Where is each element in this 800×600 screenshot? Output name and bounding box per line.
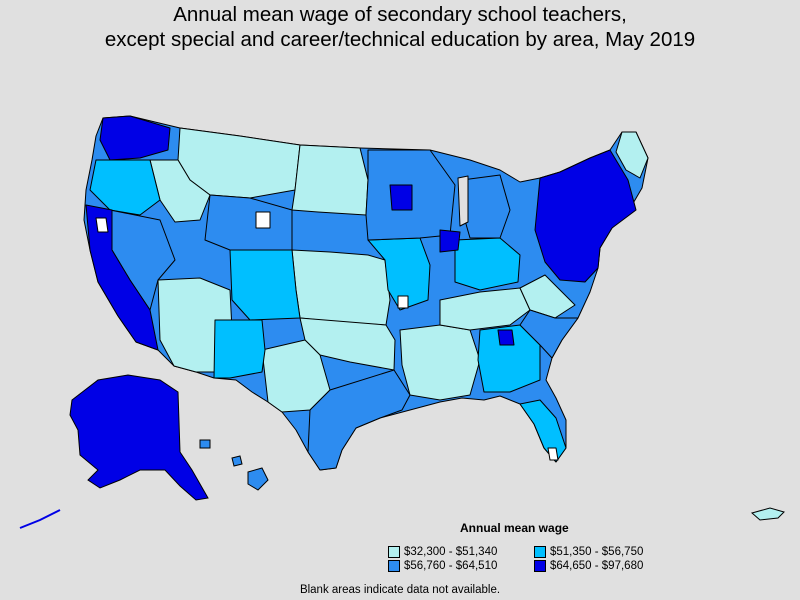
hawaii-big-island	[247, 467, 269, 491]
footnote: Blank areas indicate data not available.	[299, 584, 501, 596]
legend-item-4: $64,650 - $97,680	[534, 560, 643, 572]
hawaii	[199, 439, 269, 491]
legend-item-1: $32,300 - $51,340	[388, 546, 497, 558]
lake-michigan	[457, 175, 469, 227]
region-wyoming	[204, 194, 293, 251]
region-atlanta	[497, 329, 515, 346]
title-line-1: Annual mean wage of secondary school tea…	[173, 3, 627, 26]
region-oregon-east	[89, 159, 161, 216]
region-kentucky-tn	[439, 287, 531, 331]
region-idaho	[149, 159, 211, 223]
hawaii-oahu	[199, 439, 211, 449]
title-line-2: except special and career/technical educ…	[104, 28, 696, 51]
hawaii-maui	[231, 455, 243, 467]
region-california	[85, 204, 159, 351]
bracket-2-regions	[89, 159, 567, 463]
bracket-1-regions	[149, 127, 649, 413]
region-new-mexico	[213, 319, 266, 379]
blank-regions	[95, 211, 559, 461]
legend-label-4: $64,650 - $97,680	[550, 560, 644, 572]
region-minneapolis	[389, 184, 413, 211]
legend-swatch-1	[388, 546, 400, 558]
legend-label-1: $32,300 - $51,340	[404, 546, 498, 558]
blank-kansas	[397, 295, 409, 309]
alaska	[69, 374, 209, 501]
region-south-texas	[307, 369, 411, 471]
legend-item-2: $51,350 - $56,750	[534, 546, 643, 558]
legend-item-3: $56,760 - $64,510	[388, 560, 497, 572]
region-iowa-mo	[367, 237, 431, 311]
blank-wyoming	[255, 211, 271, 229]
blank-california-north	[95, 217, 109, 233]
region-michigan	[461, 174, 511, 239]
legend-swatch-3	[388, 560, 400, 572]
legend-label-2: $51,350 - $56,750	[550, 546, 644, 558]
region-maine	[615, 131, 649, 179]
legend-swatch-2	[534, 546, 546, 558]
region-dakotas	[291, 144, 369, 216]
region-arkansas-miss	[399, 324, 481, 401]
region-colorado	[229, 249, 301, 321]
puerto-rico	[750, 507, 785, 521]
map-title: Annual mean wage of secondary school tea…	[0, 2, 800, 52]
region-northeast	[534, 149, 637, 283]
region-florida	[519, 399, 567, 463]
blank-florida-south	[547, 447, 559, 461]
contiguous-us	[83, 115, 649, 471]
region-carolinas	[519, 309, 579, 359]
alaska-aleutians	[19, 509, 61, 529]
legend-swatch-4	[534, 560, 546, 572]
region-nebraska-kansas	[291, 249, 391, 326]
region-washington-west	[99, 115, 171, 161]
legend-label-3: $56,760 - $64,510	[404, 560, 498, 572]
bracket-4-regions	[85, 115, 637, 351]
legend-title: Annual mean wage	[460, 521, 569, 535]
region-illinois-chicago	[439, 229, 461, 253]
